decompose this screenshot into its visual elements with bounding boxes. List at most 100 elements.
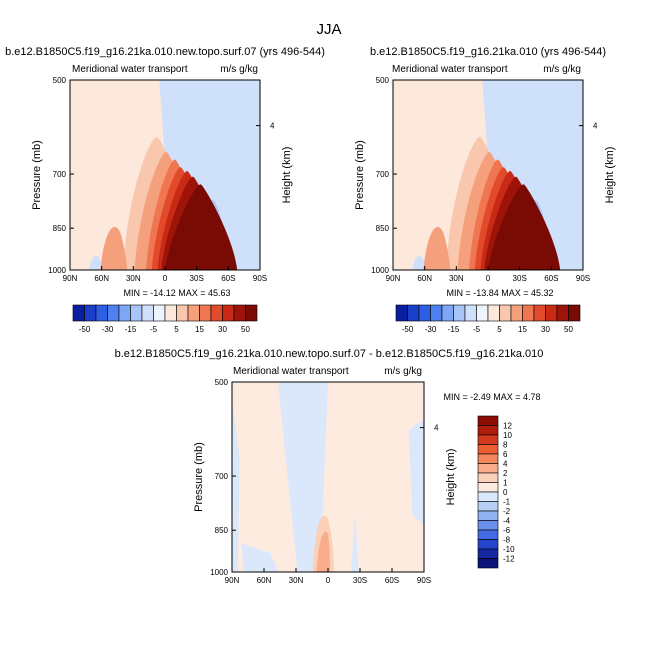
colorbar-swatch (130, 304, 143, 322)
colorbar-swatch (107, 304, 120, 322)
colorbar-label: 6 (503, 450, 508, 459)
colorbar-label: -12 (503, 555, 515, 564)
colorbar-label: 4 (503, 460, 508, 469)
colorbar-swatch (477, 472, 499, 483)
colorbar-label: -5 (150, 325, 158, 334)
y-tick-label: 500 (53, 76, 67, 85)
panel-units: m/s g/kg (220, 64, 258, 75)
x-tick-label: 60S (221, 274, 235, 283)
colorbar-label: 8 (503, 441, 508, 450)
x-tick-label: 60S (544, 274, 558, 283)
colorbar-swatch (487, 304, 500, 322)
colorbar-swatch (222, 304, 235, 322)
colorbar-label: -6 (503, 526, 511, 535)
colorbar-swatch (476, 304, 489, 322)
y-tick-label: 1000 (371, 266, 389, 275)
colorbar-swatch (176, 304, 189, 322)
colorbar-label: -30 (425, 325, 437, 334)
colorbar-label: -2 (503, 507, 511, 516)
colorbar-swatch (533, 304, 546, 322)
figure-title: JJA (316, 21, 341, 38)
colorbar-swatch (477, 529, 499, 540)
panel-title: b.e12.B1850C5.f19_g16.21ka.010.new.topo.… (115, 348, 544, 360)
y-axis-label: Pressure (mb) (193, 442, 205, 512)
y-tick-label: 850 (376, 224, 390, 233)
y-tick-label: 500 (215, 378, 229, 387)
x-tick-label: 30S (190, 274, 204, 283)
colorbar-swatch (477, 548, 499, 559)
x-tick-label: 90N (225, 576, 240, 585)
colorbar-swatch (210, 304, 223, 322)
x-tick-label: 30S (353, 576, 367, 585)
colorbar-swatch (187, 304, 200, 322)
x-tick-label: 30N (289, 576, 304, 585)
x-tick-label: 90S (253, 274, 267, 283)
right-tick-label: 4 (593, 122, 598, 131)
min-max-stats: MIN = -13.84 MAX = 45.32 (446, 288, 553, 298)
colorbar-swatch (153, 304, 166, 322)
x-tick-label: 0 (486, 274, 491, 283)
colorbar-swatch (477, 510, 499, 521)
colorbar-label: 12 (503, 422, 512, 431)
colorbar-swatch (477, 444, 499, 455)
field-negative-sh-edge (408, 420, 424, 525)
colorbar-label: -5 (473, 325, 481, 334)
x-tick-label: 90S (576, 274, 590, 283)
colorbar-label: -15 (125, 325, 137, 334)
x-tick-label: 30S (513, 274, 527, 283)
colorbar-swatch (118, 304, 131, 322)
y-axis-label: Pressure (mb) (31, 140, 43, 210)
panel-difference: b.e12.B1850C5.f19_g16.21ka.010.new.topo.… (115, 348, 544, 585)
contour-field (70, 80, 260, 270)
x-tick-label: 0 (163, 274, 168, 283)
y-tick-label: 1000 (48, 266, 66, 275)
colorbar-label: -15 (448, 325, 460, 334)
x-tick-label: 90S (417, 576, 431, 585)
colorbar-swatch (522, 304, 535, 322)
field-nh-low (89, 255, 103, 270)
x-tick-label: 90N (63, 274, 78, 283)
field-negative-spike (351, 515, 359, 572)
colorbar-label: -4 (503, 517, 511, 526)
field-nh-lobe (100, 226, 127, 270)
right-tick-label: 4 (434, 424, 439, 433)
colorbar-swatch (477, 425, 499, 436)
colorbar-swatch (545, 304, 558, 322)
colorbar-swatch (477, 463, 499, 474)
colorbar-swatch (407, 304, 420, 322)
y-axis-label: Pressure (mb) (354, 140, 366, 210)
field-tropical-cell-level-7 (165, 184, 238, 270)
panel-units: m/s g/kg (543, 64, 581, 75)
y-tick-label: 500 (376, 76, 390, 85)
colorbar: -50 -30 -15 -5 5 15 30 50 (395, 304, 581, 334)
colorbar-swatch (199, 304, 212, 322)
colorbar-swatch (430, 304, 443, 322)
field-tropical-cell-level-7 (488, 184, 561, 270)
colorbar: -50 -30 -15 -5 5 15 30 50 (72, 304, 258, 334)
colorbar-label: 15 (518, 325, 527, 334)
x-tick-label: 60S (385, 576, 399, 585)
colorbar-swatch (568, 304, 581, 322)
colorbar-label: 50 (241, 325, 250, 334)
panel-units: m/s g/kg (384, 366, 422, 377)
colorbar-swatch (95, 304, 108, 322)
colorbar-label: 15 (195, 325, 204, 334)
y-tick-label: 700 (215, 472, 229, 481)
contour-field (393, 80, 583, 270)
colorbar-swatch (477, 491, 499, 502)
min-max-stats: MIN = -2.49 MAX = 4.78 (443, 392, 540, 402)
colorbar-label: 0 (503, 488, 508, 497)
colorbar-swatch (418, 304, 431, 322)
right-tick-label: 4 (270, 122, 275, 131)
colorbar-swatch (164, 304, 177, 322)
colorbar-swatch (84, 304, 97, 322)
right-axis-label: Height (km) (281, 147, 293, 204)
colorbar-label: -50 (79, 325, 91, 334)
x-tick-label: 60N (417, 274, 432, 283)
x-tick-label: 60N (94, 274, 109, 283)
colorbar-label: 10 (503, 431, 512, 440)
colorbar-swatch (510, 304, 523, 322)
colorbar-swatch (453, 304, 466, 322)
field-nh-low (412, 255, 426, 270)
